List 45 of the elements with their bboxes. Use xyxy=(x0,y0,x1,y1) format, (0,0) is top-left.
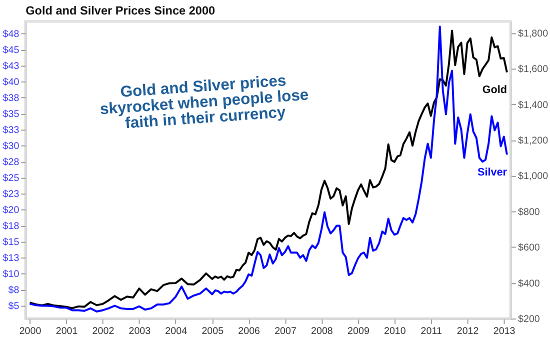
x-tick-label: 2013 xyxy=(493,326,516,337)
x-tick-label: 2004 xyxy=(165,326,188,337)
y-tick-label: $10 xyxy=(2,269,20,280)
x-tick-label: 2011 xyxy=(420,326,442,337)
y2-tick-label: $1,000 xyxy=(518,171,549,182)
y2-tick-label: $400 xyxy=(518,278,540,290)
y2-tick-label: $800 xyxy=(518,206,540,218)
x-tick-label: 2010 xyxy=(384,326,406,337)
y-tick-label: $25 xyxy=(2,173,20,184)
x-tick-label: 2012 xyxy=(456,326,479,337)
y2-tick-label: $1,200 xyxy=(518,136,549,147)
y-tick-label: $48 xyxy=(2,29,20,40)
y2-tick-label: $1,600 xyxy=(518,64,549,76)
series-label: Silver xyxy=(477,166,508,178)
y-tick-label: $18 xyxy=(2,221,20,232)
x-tick-label: 2000 xyxy=(19,326,42,337)
y-tick-label: $40 xyxy=(2,77,20,88)
y-tick-label: $13 xyxy=(2,253,20,264)
y-tick-label: $33 xyxy=(2,125,20,136)
y-tick-label: $30 xyxy=(2,141,20,152)
x-tick-label: 2006 xyxy=(238,326,261,337)
y-tick-label: $45 xyxy=(2,45,20,56)
y-tick-label: $35 xyxy=(2,109,20,120)
x-tick-label: 2008 xyxy=(311,326,334,337)
x-tick-label: 2007 xyxy=(274,326,296,337)
y2-tick-label: $1,400 xyxy=(518,100,549,111)
x-tick-label: 2003 xyxy=(128,326,152,337)
y-tick-label: $43 xyxy=(2,61,20,72)
y-tick-label: $20 xyxy=(2,205,20,216)
x-tick-label: 2009 xyxy=(348,326,370,337)
x-tick-label: 2001 xyxy=(56,326,78,337)
y-tick-label: $23 xyxy=(2,189,20,200)
y2-tick-label: $600 xyxy=(518,242,540,254)
y-tick-label: $5 xyxy=(8,301,20,312)
y-tick-label: $15 xyxy=(2,237,20,248)
x-tick-label: 2005 xyxy=(202,326,224,337)
y-tick-label: $28 xyxy=(2,157,20,168)
y-tick-label: $38 xyxy=(2,93,20,104)
y2-tick-label: $200 xyxy=(518,314,540,326)
y-tick-label: $8 xyxy=(8,285,20,296)
chart-title: Gold and Silver Prices Since 2000 xyxy=(26,4,216,18)
y2-tick-label: $1,800 xyxy=(518,28,549,40)
series-label: Gold xyxy=(482,84,507,96)
annotation: Gold and Silver prices skyrocket when people lose faith in their currency xyxy=(100,72,310,132)
x-tick-label: 2002 xyxy=(92,326,114,337)
